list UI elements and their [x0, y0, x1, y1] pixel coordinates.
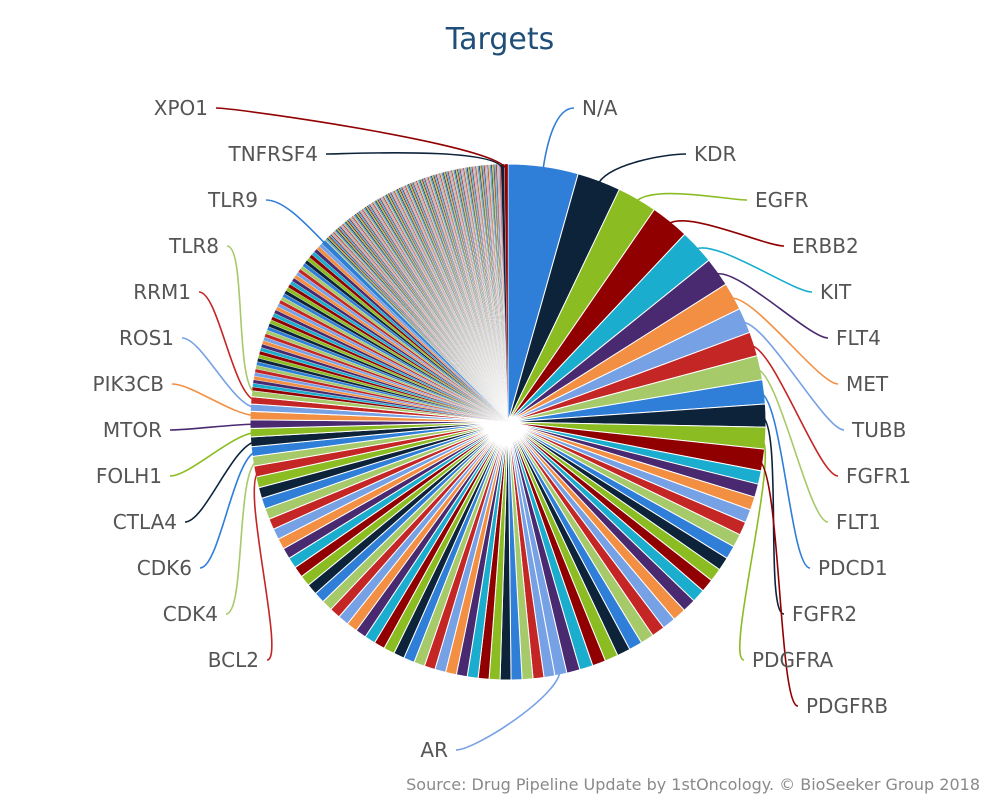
slice-label-cdk6: CDK6	[137, 556, 192, 580]
slice-label-flt4: FLT4	[836, 326, 881, 350]
slice-label-tlr8: TLR8	[168, 234, 219, 258]
slice-label-tnfrsf4: TNFRSF4	[227, 142, 318, 166]
connector-pik3cb	[171, 383, 257, 417]
slice-label-egfr: EGFR	[755, 188, 809, 212]
connector-fgfr1	[747, 344, 839, 477]
connector-folh1	[169, 431, 257, 477]
slice-label-bcl2: BCL2	[208, 648, 259, 672]
slice-label-cdk4: CDK4	[163, 602, 218, 626]
slice-label-pdcd1: PDCD1	[818, 556, 888, 580]
connector-pdcd1	[758, 391, 811, 569]
pie-slice-xpo1[interactable]	[504, 163, 509, 423]
slice-label-kdr: KDR	[694, 142, 737, 166]
slice-label-n-a: N/A	[582, 96, 618, 120]
connector-kit	[692, 247, 813, 293]
connector-tubb	[739, 321, 845, 431]
connector-n-a	[541, 107, 575, 173]
connector-tlr8	[226, 245, 258, 395]
connector-bcl2	[253, 469, 273, 661]
slice-label-erbb2: ERBB2	[792, 234, 859, 258]
connector-cdk6	[199, 450, 258, 569]
connector-mtor	[169, 423, 257, 431]
connector-tlr9	[265, 199, 329, 247]
connector-rrm1	[198, 291, 258, 402]
slice-label-ctla4: CTLA4	[113, 510, 177, 534]
slice-label-ros1: ROS1	[119, 326, 174, 350]
connector-pdgfrb	[756, 458, 799, 707]
connector-ctla4	[184, 440, 257, 523]
connector-flt4	[712, 272, 829, 339]
slice-label-met: MET	[846, 372, 889, 396]
chart-title: Targets	[445, 22, 554, 57]
connector-cdk4	[225, 459, 260, 615]
connector-ar	[455, 668, 561, 751]
slice-label-pik3cb: PIK3CB	[93, 372, 164, 396]
label-connectors	[169, 107, 845, 751]
slice-label-xpo1: XPO1	[154, 96, 208, 120]
connector-tnfrsf4	[325, 151, 504, 171]
connector-ros1	[181, 337, 257, 409]
slice-label-rrm1: RRM1	[133, 280, 191, 304]
pie-slices	[249, 163, 767, 681]
connector-met	[727, 297, 839, 385]
connector-kdr	[596, 153, 687, 187]
slice-label-tlr9: TLR9	[207, 188, 258, 212]
slice-label-tubb: TUBB	[851, 418, 906, 442]
connector-erbb2	[665, 220, 785, 247]
slice-labels: N/A KDR EGFR ERBB2 KIT FLT4 MET TUBB FGFR1 FLT1 PD…	[93, 96, 912, 762]
slice-label-fgfr2: FGFR2	[792, 602, 857, 626]
slice-label-fgfr1: FGFR1	[846, 464, 911, 488]
slice-label-ar: AR	[420, 738, 448, 762]
slice-label-folh1: FOLH1	[96, 464, 162, 488]
slice-label-mtor: MTOR	[103, 418, 162, 442]
connector-xpo1	[215, 107, 507, 171]
connector-flt1	[754, 368, 829, 523]
chart-credits: Source: Drug Pipeline Update by 1stOncol…	[406, 775, 980, 794]
slice-label-kit: KIT	[820, 280, 852, 304]
connector-pdgfra	[739, 437, 767, 661]
slice-label-pdgfrb: PDGFRB	[806, 694, 888, 718]
slice-label-flt1: FLT1	[836, 510, 881, 534]
connector-egfr	[633, 192, 748, 205]
slice-label-pdgfra: PDGFRA	[752, 648, 834, 672]
